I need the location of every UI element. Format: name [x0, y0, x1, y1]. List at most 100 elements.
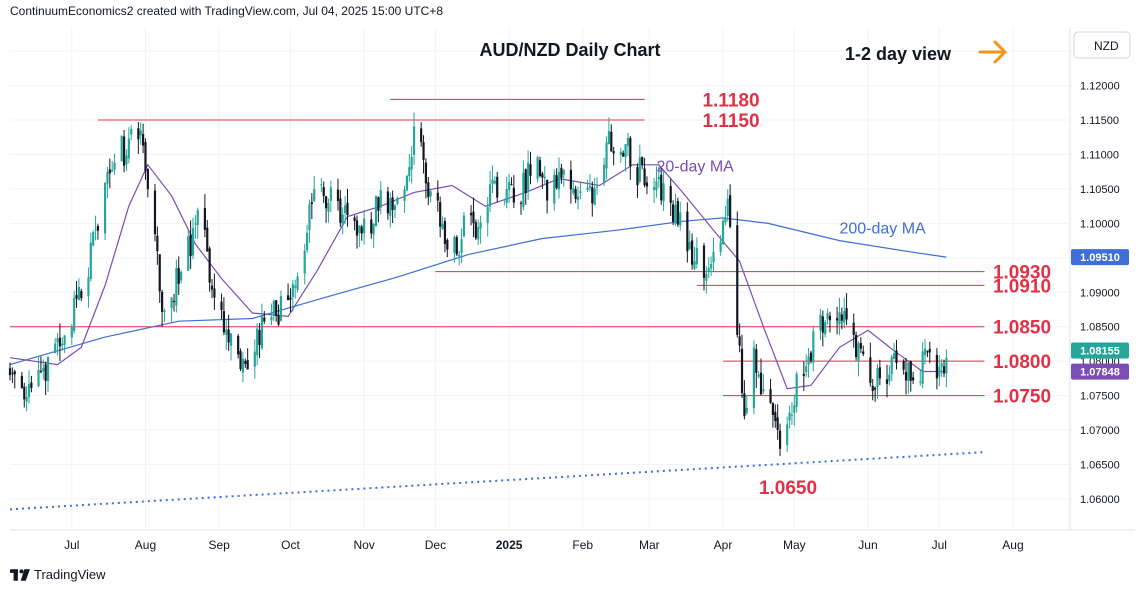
candle-body	[108, 169, 111, 174]
candle-body	[645, 182, 649, 187]
candle-body	[322, 187, 325, 197]
candle-body	[569, 169, 572, 190]
candle-body	[272, 300, 275, 317]
candle-body	[852, 322, 855, 335]
x-tick-label: Feb	[572, 538, 593, 552]
candle-body	[553, 174, 556, 204]
candle-body	[324, 196, 328, 209]
candle-body	[923, 348, 927, 356]
level-label: 1.0750	[993, 387, 1051, 408]
candle-body	[854, 334, 858, 358]
y-tick-label: 1.11500	[1080, 115, 1119, 127]
candle-body	[605, 142, 608, 169]
candle-body	[73, 297, 76, 332]
candle-body	[96, 226, 100, 231]
candle-body	[695, 247, 698, 265]
candle-body	[270, 317, 273, 321]
time-axis[interactable]: Jul Aug Sep Oct Nov Dec 2025 Feb Mar Apr May Jun Jul…	[64, 538, 1024, 552]
candle-body	[225, 329, 228, 335]
candle-body	[141, 134, 145, 146]
candle-body	[838, 312, 841, 325]
candle-body	[260, 315, 264, 349]
y-tick-label: 1.07500	[1080, 391, 1120, 403]
y-tick-label: 1.06500	[1080, 460, 1120, 472]
price-tag-bg	[1071, 363, 1129, 380]
candle-body	[161, 291, 164, 312]
candle-body	[710, 264, 713, 269]
level-label: 1.0910	[993, 276, 1051, 297]
chart-title: AUD/NZD Daily Chart	[479, 40, 660, 60]
level-label: 1.1180	[702, 90, 759, 111]
candle-body	[391, 197, 394, 211]
candle-body	[436, 192, 439, 201]
candle-body	[39, 371, 42, 373]
candle-body	[379, 190, 382, 208]
candle-body	[496, 176, 499, 198]
level-label: 1.0850	[993, 318, 1051, 339]
candle-body	[446, 240, 449, 250]
candle-body	[237, 335, 240, 355]
candle-body	[674, 205, 677, 224]
footer-brand[interactable]: TradingView	[10, 567, 106, 582]
candle-body	[724, 218, 727, 223]
candle-body	[372, 223, 375, 235]
y-tick-label: 1.09000	[1080, 287, 1120, 299]
candle-body	[410, 157, 413, 170]
candle-body	[469, 212, 473, 216]
candle-body	[557, 171, 561, 190]
candle-body	[210, 285, 214, 290]
currency-label-box[interactable]: NZD	[1073, 31, 1131, 59]
candle-body	[669, 185, 672, 203]
candle-body	[876, 368, 879, 387]
candle-body	[560, 167, 563, 178]
candle-body	[310, 202, 313, 205]
candle-body	[263, 317, 266, 322]
candle-body	[638, 157, 641, 182]
candle-body	[256, 328, 259, 356]
candle-body	[676, 201, 679, 225]
candle-body	[862, 351, 865, 355]
candle-body	[422, 142, 425, 160]
x-tick-label: Aug	[1002, 538, 1023, 552]
candle-body	[291, 284, 294, 298]
candle-body	[579, 191, 582, 193]
x-tick-label: Dec	[425, 538, 446, 552]
candle-body	[603, 164, 606, 184]
candle-body	[636, 167, 639, 186]
candle-body	[657, 177, 660, 180]
candle-body	[54, 343, 57, 353]
candle-body	[327, 203, 330, 212]
candle-body	[691, 240, 694, 265]
candle-body	[258, 330, 261, 346]
x-tick-label: Nov	[353, 538, 374, 552]
ma200-line	[9, 217, 947, 366]
candle-body	[87, 277, 90, 297]
candle-body	[137, 128, 140, 140]
candle-body	[13, 371, 16, 375]
candle-body	[374, 195, 378, 227]
candle-body	[42, 368, 45, 372]
price-axis[interactable]: 1.125001.120001.115001.110001.105001.100…	[1080, 46, 1120, 506]
level-label: 1.0930	[993, 263, 1051, 284]
candle-body	[935, 354, 939, 379]
level-label: 1.0800	[993, 352, 1051, 373]
price-tag-label: 1.07848	[1080, 367, 1120, 379]
x-tick-label: Mar	[639, 538, 660, 552]
candle-body	[336, 189, 340, 202]
candle-body	[902, 361, 905, 370]
x-tick-label: Apr	[714, 538, 733, 552]
candle-body	[762, 389, 765, 392]
candle-body	[593, 188, 596, 205]
candle-body	[286, 295, 290, 301]
candle-body	[427, 182, 430, 198]
candle-body	[652, 187, 656, 191]
y-tick-label: 1.07000	[1080, 425, 1120, 437]
candle-body	[702, 245, 706, 278]
candle-body	[393, 205, 397, 210]
candle-body	[845, 308, 848, 320]
candle-body	[477, 227, 480, 240]
candle-body	[524, 169, 527, 194]
candle-body	[344, 205, 347, 214]
